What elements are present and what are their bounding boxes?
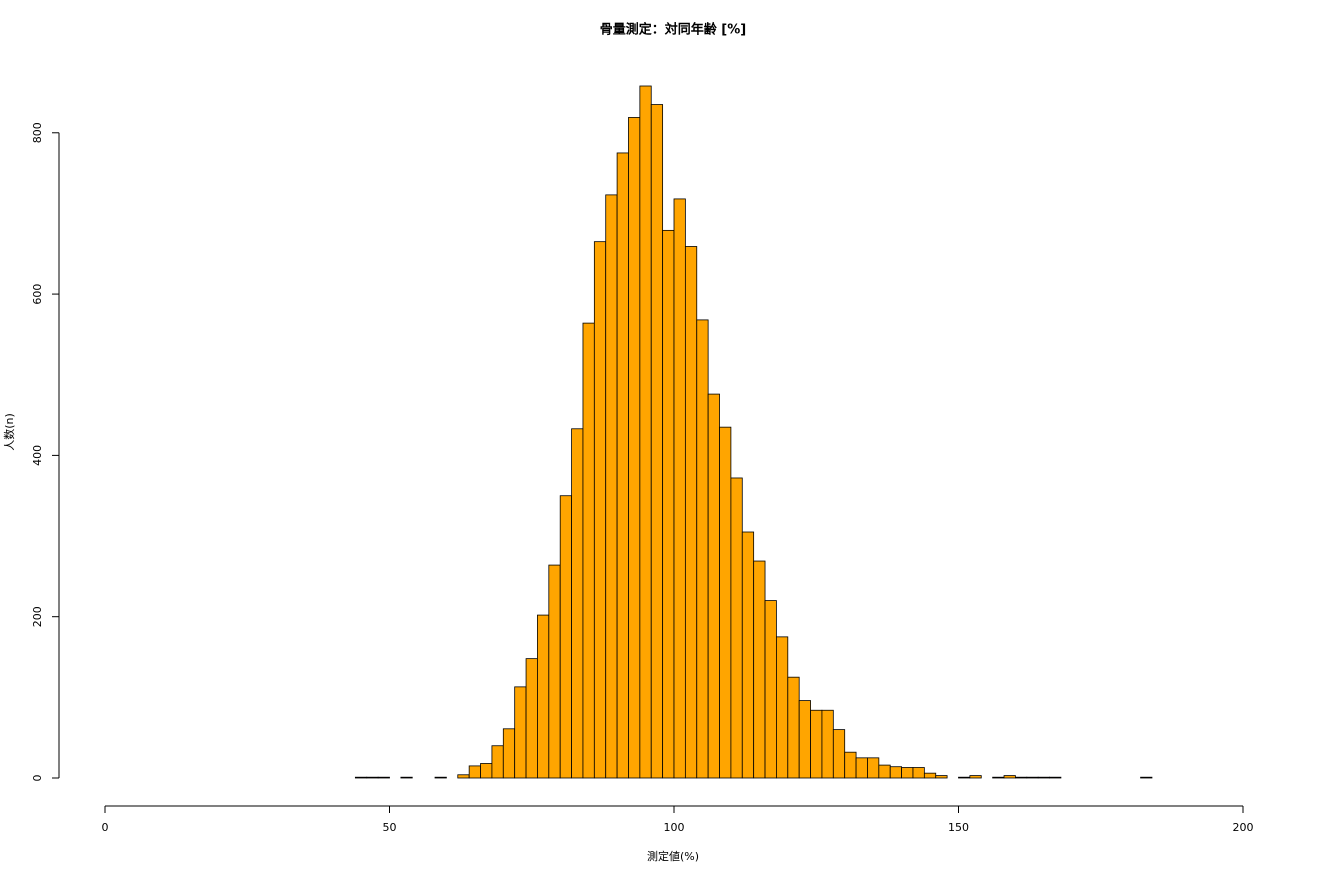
bar [571, 428, 584, 779]
bar [958, 776, 971, 779]
bar [696, 319, 709, 779]
bar [377, 776, 390, 779]
x-tick-label: 200 [1233, 821, 1254, 834]
bar [593, 241, 607, 779]
bar [935, 775, 948, 779]
bar [400, 776, 413, 779]
bar [832, 729, 846, 779]
bar [855, 757, 868, 779]
bar [662, 229, 675, 779]
bar [1015, 776, 1028, 779]
bar [844, 751, 857, 779]
bar [1026, 776, 1039, 779]
bar [673, 198, 686, 779]
bar [730, 477, 743, 779]
bar [616, 152, 629, 779]
x-tick-label: 0 [102, 821, 109, 834]
bar [457, 774, 470, 779]
y-axis-label: 人数(n) [3, 413, 16, 451]
bar [559, 495, 572, 779]
bar [764, 600, 777, 779]
bar [810, 709, 823, 779]
x-tick-label: 150 [948, 821, 969, 834]
y-tick-label: 400 [31, 445, 44, 466]
bar [650, 104, 664, 779]
bar [548, 564, 561, 779]
bar [741, 531, 755, 779]
bar [366, 776, 379, 779]
bar [889, 766, 902, 779]
chart-title: 骨量測定：対同年齢 [%] [600, 22, 746, 38]
bar [1140, 776, 1153, 779]
bar [776, 636, 789, 779]
bar [582, 322, 595, 779]
x-tick-label: 50 [383, 821, 397, 834]
bar [605, 194, 618, 779]
bar [684, 246, 698, 779]
bar [901, 767, 914, 779]
bar [628, 117, 641, 779]
bar [707, 393, 720, 779]
bar [525, 658, 538, 779]
bar [468, 765, 481, 779]
bar [1037, 776, 1050, 779]
y-tick-label: 0 [31, 775, 44, 782]
bar [753, 560, 766, 779]
bar [480, 763, 493, 779]
y-tick-label: 800 [31, 122, 44, 143]
bar [639, 85, 652, 779]
bar [798, 700, 811, 779]
x-tick-label: 100 [664, 821, 685, 834]
bar [969, 775, 982, 779]
bar [992, 776, 1005, 779]
x-axis-label: 測定値(%) [647, 849, 699, 863]
y-tick-label: 200 [31, 606, 44, 627]
bar [434, 776, 447, 779]
bar [502, 728, 516, 779]
bar [867, 757, 880, 779]
bar [719, 426, 732, 779]
y-tick-label: 600 [31, 284, 44, 305]
bar [787, 676, 800, 779]
bar [491, 745, 504, 779]
bar [537, 614, 550, 779]
bar [878, 764, 891, 779]
bar [1003, 775, 1016, 779]
bar [1049, 776, 1062, 779]
bar [514, 686, 527, 779]
bar [912, 767, 925, 779]
bar [354, 776, 368, 779]
bar [923, 772, 937, 779]
bar [821, 709, 834, 779]
